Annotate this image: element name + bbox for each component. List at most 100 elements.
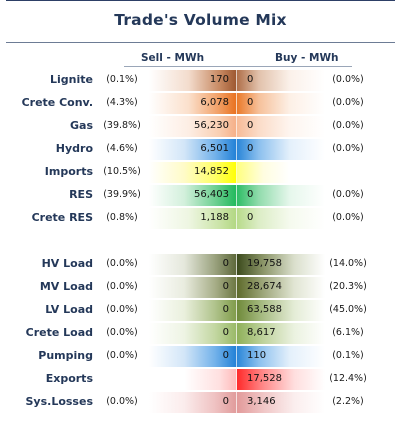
table-row-crete-conv: Crete Conv. (4.3%) 6,078 0 (0.0%) <box>0 92 401 114</box>
buy-value: 0 <box>247 143 254 154</box>
buy-value-cell: 0 <box>237 139 325 160</box>
buy-value: 0 <box>247 189 254 200</box>
row-label: Gas <box>70 119 93 132</box>
buy-percent: (0.0%) <box>332 74 364 85</box>
sell-column-header: Sell - MWh <box>141 52 205 64</box>
sell-value: 0 <box>222 396 229 407</box>
sell-value-cell <box>149 369 237 390</box>
row-label: Sys.Losses <box>25 395 94 408</box>
sell-value: 56,230 <box>194 120 229 131</box>
buy-percent: (0.0%) <box>332 97 364 108</box>
sell-value: 56,403 <box>194 189 229 200</box>
buy-value: 0 <box>247 212 254 223</box>
row-label: MV Load <box>39 280 93 293</box>
table-row-res: RES (39.9%) 56,403 0 (0.0%) <box>0 184 401 206</box>
buy-value-cell: 28,674 <box>237 277 325 298</box>
buy-value-cell: 63,588 <box>237 300 325 321</box>
row-label: Hydro <box>55 142 93 155</box>
sell-percent: (4.3%) <box>106 97 138 108</box>
table-row-gas: Gas (39.8%) 56,230 0 (0.0%) <box>0 115 401 137</box>
buy-percent: (6.1%) <box>332 327 364 338</box>
buy-value-cell: 3,146 <box>237 392 325 413</box>
buy-value: 110 <box>247 350 267 361</box>
buy-percent: (20.3%) <box>329 281 367 292</box>
sell-value: 0 <box>222 258 229 269</box>
table-row-sys-losses: Sys.Losses (0.0%) 0 3,146 (2.2%) <box>0 391 401 413</box>
sell-percent: (0.0%) <box>106 327 138 338</box>
sell-percent: (4.6%) <box>106 143 138 154</box>
row-label: Imports <box>44 165 93 178</box>
table-row-lv-load: LV Load (0.0%) 0 63,588 (45.0%) <box>0 299 401 321</box>
buy-column-header: Buy - MWh <box>275 52 339 64</box>
sell-value: 6,078 <box>200 97 229 108</box>
sell-value-cell: 0 <box>149 277 237 298</box>
sell-value: 6,501 <box>200 143 229 154</box>
row-label: RES <box>69 188 93 201</box>
sell-value-cell: 6,501 <box>149 139 237 160</box>
sell-value: 0 <box>222 327 229 338</box>
buy-percent: (0.0%) <box>332 143 364 154</box>
sell-percent: (39.8%) <box>103 120 141 131</box>
buy-value-cell <box>237 162 325 183</box>
table-row-exports: Exports 17,528 (12.4%) <box>0 368 401 390</box>
row-label: Exports <box>45 372 93 385</box>
buy-value: 17,528 <box>247 373 282 384</box>
sell-percent: (0.8%) <box>106 212 138 223</box>
sell-percent: (10.5%) <box>103 166 141 177</box>
buy-percent: (14.0%) <box>329 258 367 269</box>
buy-value: 8,617 <box>247 327 276 338</box>
buy-value-cell: 110 <box>237 346 325 367</box>
row-label: Crete RES <box>31 211 93 224</box>
sell-value-cell: 1,188 <box>149 208 237 229</box>
sell-percent: (0.1%) <box>106 74 138 85</box>
sell-value: 0 <box>222 350 229 361</box>
buy-value-cell: 0 <box>237 116 325 137</box>
buy-value: 0 <box>247 97 254 108</box>
buy-value-cell: 8,617 <box>237 323 325 344</box>
sell-percent: (0.0%) <box>106 350 138 361</box>
row-label: HV Load <box>41 257 93 270</box>
buy-percent: (0.0%) <box>332 120 364 131</box>
sell-value-cell: 170 <box>149 70 237 91</box>
buy-value-cell: 0 <box>237 93 325 114</box>
row-label: Crete Load <box>25 326 93 339</box>
sell-value: 14,852 <box>194 166 229 177</box>
buy-value: 0 <box>247 120 254 131</box>
sell-value-cell: 6,078 <box>149 93 237 114</box>
table-row-crete-res: Crete RES (0.8%) 1,188 0 (0.0%) <box>0 207 401 229</box>
sell-value-cell: 56,403 <box>149 185 237 206</box>
column-divider <box>236 68 237 415</box>
table-row-hv-load: HV Load (0.0%) 0 19,758 (14.0%) <box>0 253 401 275</box>
buy-value-cell: 0 <box>237 70 325 91</box>
sell-value: 1,188 <box>200 212 229 223</box>
sell-value-cell: 56,230 <box>149 116 237 137</box>
buy-percent: (45.0%) <box>329 304 367 315</box>
sell-percent: (0.0%) <box>106 258 138 269</box>
sell-value-cell: 0 <box>149 346 237 367</box>
buy-percent: (12.4%) <box>329 373 367 384</box>
buy-percent: (0.0%) <box>332 212 364 223</box>
buy-value: 0 <box>247 74 254 85</box>
sell-value: 0 <box>222 281 229 292</box>
buy-value-cell: 19,758 <box>237 254 325 275</box>
sell-value: 0 <box>222 304 229 315</box>
buy-value: 3,146 <box>247 396 276 407</box>
table-row-lignite: Lignite (0.1%) 170 0 (0.0%) <box>0 69 401 91</box>
row-label: Lignite <box>50 73 93 86</box>
buy-percent: (0.1%) <box>332 350 364 361</box>
table-row-imports: Imports (10.5%) 14,852 <box>0 161 401 183</box>
buy-value-cell: 17,528 <box>237 369 325 390</box>
row-label: Crete Conv. <box>21 96 93 109</box>
buy-percent: (0.0%) <box>332 189 364 200</box>
title-rule <box>6 42 395 43</box>
buy-value-cell: 0 <box>237 185 325 206</box>
header-rule <box>124 66 352 67</box>
sell-value-cell: 14,852 <box>149 162 237 183</box>
table-row-mv-load: MV Load (0.0%) 0 28,674 (20.3%) <box>0 276 401 298</box>
buy-value: 28,674 <box>247 281 282 292</box>
table-row-pumping: Pumping (0.0%) 0 110 (0.1%) <box>0 345 401 367</box>
row-label: LV Load <box>45 303 93 316</box>
sell-value-cell: 0 <box>149 300 237 321</box>
sell-percent: (39.9%) <box>103 189 141 200</box>
sell-percent: (0.0%) <box>106 396 138 407</box>
